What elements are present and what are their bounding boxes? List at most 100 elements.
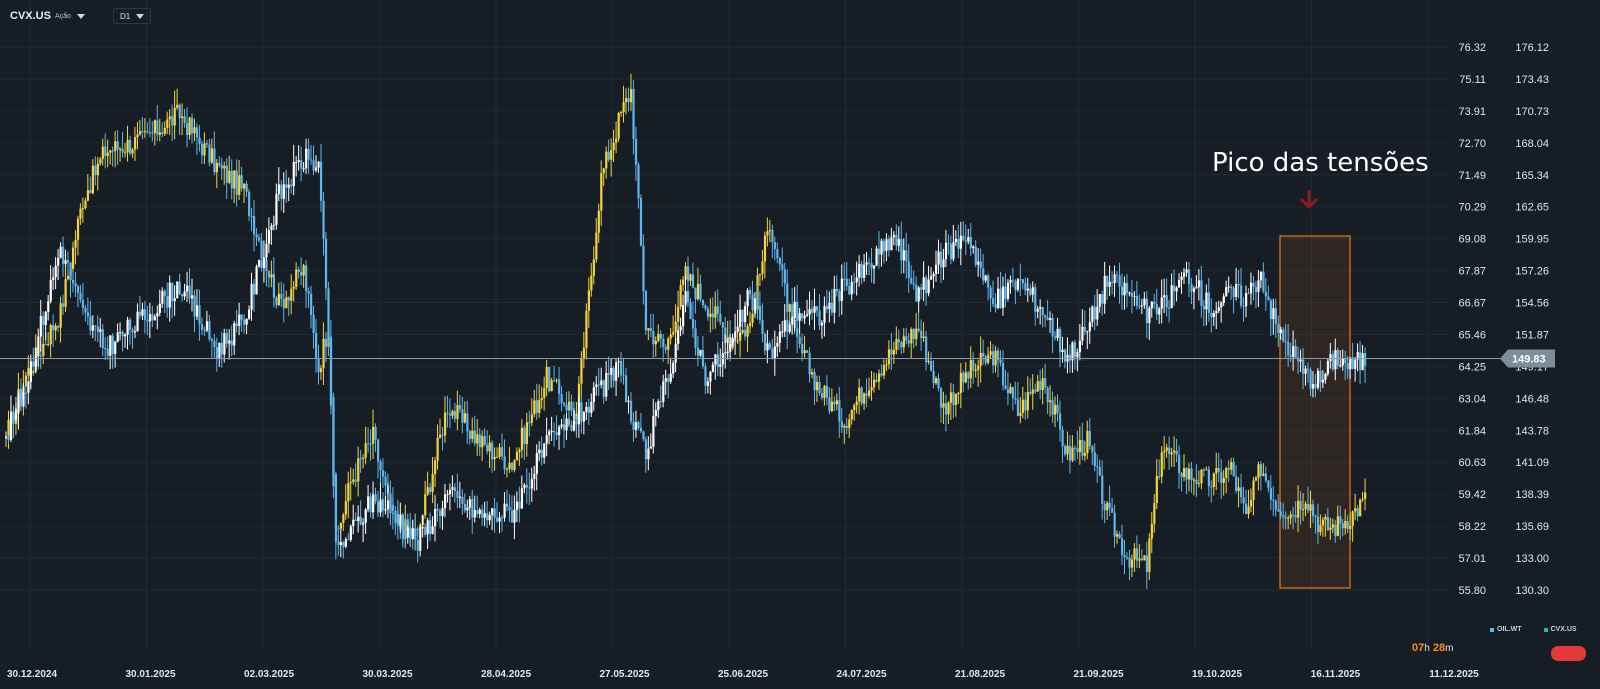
oil-body	[962, 372, 965, 383]
oil-candle	[1029, 378, 1032, 396]
symbol-label[interactable]: CVX.US	[10, 10, 51, 22]
oil-body	[116, 141, 119, 150]
oil-body	[74, 239, 77, 248]
cvx-candle	[173, 285, 176, 316]
sell-button[interactable]	[1551, 646, 1586, 661]
cvx-body	[1140, 305, 1144, 307]
oil-body	[310, 293, 313, 315]
cvx-candle	[652, 399, 655, 454]
oil-body	[493, 456, 496, 460]
oil-candle	[240, 166, 243, 192]
oil-body	[431, 473, 434, 493]
cvx-body	[240, 314, 243, 320]
oil-body	[146, 131, 149, 133]
cvx-candle	[280, 180, 283, 211]
cvx-candle	[887, 235, 891, 257]
oil-candle	[957, 391, 960, 404]
cvx-candle	[181, 293, 184, 302]
oil-body	[1118, 534, 1121, 539]
oil-candle	[1215, 452, 1218, 490]
oil-candle	[1361, 491, 1364, 503]
oil-candle	[1309, 490, 1312, 528]
oil-body	[699, 283, 702, 300]
cvx-candle	[448, 483, 452, 511]
cvx-body	[146, 319, 149, 322]
cvx-candle	[1029, 283, 1032, 297]
cvx-body	[1116, 274, 1119, 276]
oil-candle	[466, 400, 469, 444]
oil-candle	[659, 330, 662, 348]
cvx-body	[223, 333, 226, 355]
cvx-candle	[575, 415, 578, 438]
cvx-body	[617, 361, 620, 363]
oil-body	[684, 266, 687, 280]
cvx-body	[292, 161, 295, 187]
cvx-candle	[753, 292, 757, 318]
oil-candle	[1212, 472, 1215, 496]
cvx-candle	[1212, 310, 1215, 326]
cvx-candle	[111, 333, 114, 369]
oil-body	[1190, 468, 1193, 481]
oil-body	[1237, 487, 1240, 491]
oil-body	[344, 501, 347, 515]
cvx-body	[637, 422, 640, 428]
oil-body	[877, 373, 881, 382]
cvx-body	[580, 402, 583, 422]
cvx-body	[352, 519, 355, 527]
cvx-body	[334, 486, 338, 542]
cvx-candle	[545, 417, 548, 456]
oil-body	[520, 427, 524, 450]
oil-body	[801, 343, 804, 354]
cvx-candle	[979, 248, 982, 278]
cvx-body	[1016, 279, 1020, 290]
oil-body	[615, 138, 618, 143]
oil-body	[627, 98, 630, 103]
cvx-body	[188, 285, 191, 299]
cvx-body	[1180, 276, 1183, 280]
cvx-body	[163, 290, 166, 297]
cvx-candle	[870, 248, 873, 283]
cvx-body	[225, 333, 228, 344]
oil-candle	[895, 326, 898, 355]
cvx-candle	[381, 492, 385, 518]
cvx-body	[121, 331, 124, 337]
chevron-down-icon[interactable]	[76, 13, 85, 19]
oil-body	[364, 443, 367, 458]
oil-candle	[949, 382, 953, 420]
oil-body	[1245, 503, 1248, 514]
cvx-candle	[191, 278, 194, 312]
cvx-candle	[982, 254, 985, 285]
oil-body	[930, 361, 933, 371]
cvx-body	[1145, 298, 1148, 324]
oil-candle	[969, 346, 972, 388]
cvx-candle	[672, 360, 675, 379]
cvx-candle	[131, 327, 134, 349]
cvx-body	[659, 401, 662, 403]
right-axis-tick: 138.39	[1515, 489, 1549, 501]
oil-candle	[632, 80, 635, 155]
timeframe-select[interactable]: D1	[112, 8, 152, 24]
left-axis: 76.3275.1173.9172.7071.4970.2969.0867.87…	[1458, 42, 1486, 597]
oil-body	[277, 293, 280, 306]
oil-body	[746, 326, 749, 337]
oil-candle	[431, 457, 434, 503]
oil-candle	[253, 200, 256, 252]
oil-body	[925, 336, 928, 363]
oil-body	[657, 333, 660, 342]
cvx-body	[1319, 370, 1322, 383]
oil-body	[538, 399, 541, 413]
legend-oil[interactable]: OIL.WT	[1490, 626, 1522, 633]
cvx-body	[19, 393, 23, 407]
cvx-body	[935, 264, 938, 275]
cvx-candle	[1346, 356, 1349, 379]
oil-candle	[1121, 524, 1124, 566]
cvx-body	[954, 238, 958, 243]
oil-body	[1222, 478, 1225, 483]
cvx-candle	[590, 393, 593, 418]
cvx-body	[1331, 354, 1334, 370]
cvx-candle	[99, 317, 102, 348]
cvx-body	[476, 510, 479, 514]
legend-cvx[interactable]: CVX.US	[1543, 626, 1577, 633]
cvx-body	[510, 510, 514, 523]
